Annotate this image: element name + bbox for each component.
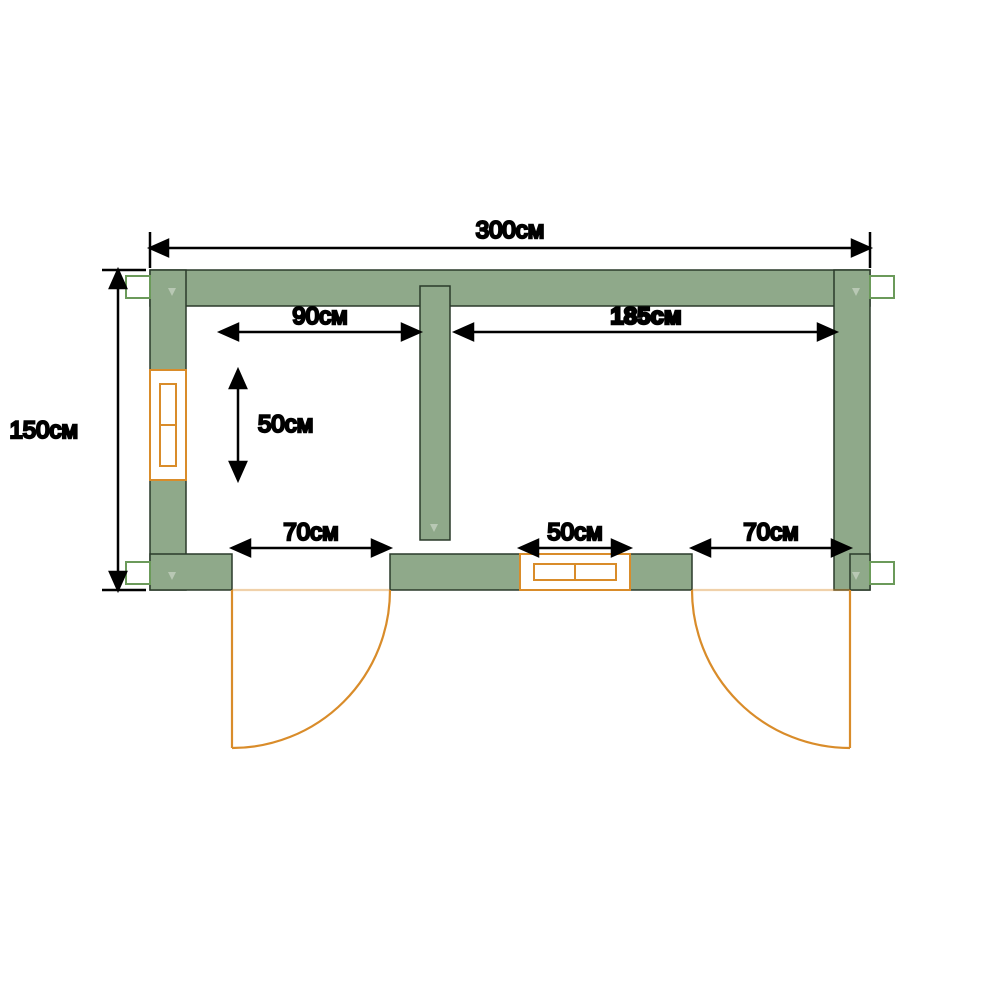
dim-room2-width: 185см bbox=[455, 303, 836, 340]
dim-window-height: 50см bbox=[230, 370, 313, 480]
dim-right-door: 70см bbox=[692, 519, 850, 556]
doors bbox=[232, 590, 850, 748]
dim-mid-window-label: 50см bbox=[547, 519, 602, 546]
dim-room1-width: 90см bbox=[220, 303, 420, 340]
dim-right-door-label: 70см bbox=[743, 519, 798, 546]
dim-room1-width-label: 90см bbox=[292, 303, 347, 330]
dim-overall-height: 150см bbox=[9, 270, 146, 590]
dim-overall-height-label: 150см bbox=[9, 417, 78, 444]
dim-left-door-label: 70см bbox=[283, 519, 338, 546]
dim-mid-window: 50см bbox=[520, 519, 630, 556]
dim-overall-width: 300см bbox=[150, 217, 870, 268]
dim-room2-width-label: 185см bbox=[610, 303, 681, 330]
floorplan-diagram: 300см 150см 90см 185см bbox=[0, 0, 1000, 1000]
dim-overall-width-label: 300см bbox=[476, 217, 545, 244]
dim-left-door: 70см bbox=[232, 519, 390, 556]
dim-window-height-label: 50см bbox=[258, 411, 313, 438]
